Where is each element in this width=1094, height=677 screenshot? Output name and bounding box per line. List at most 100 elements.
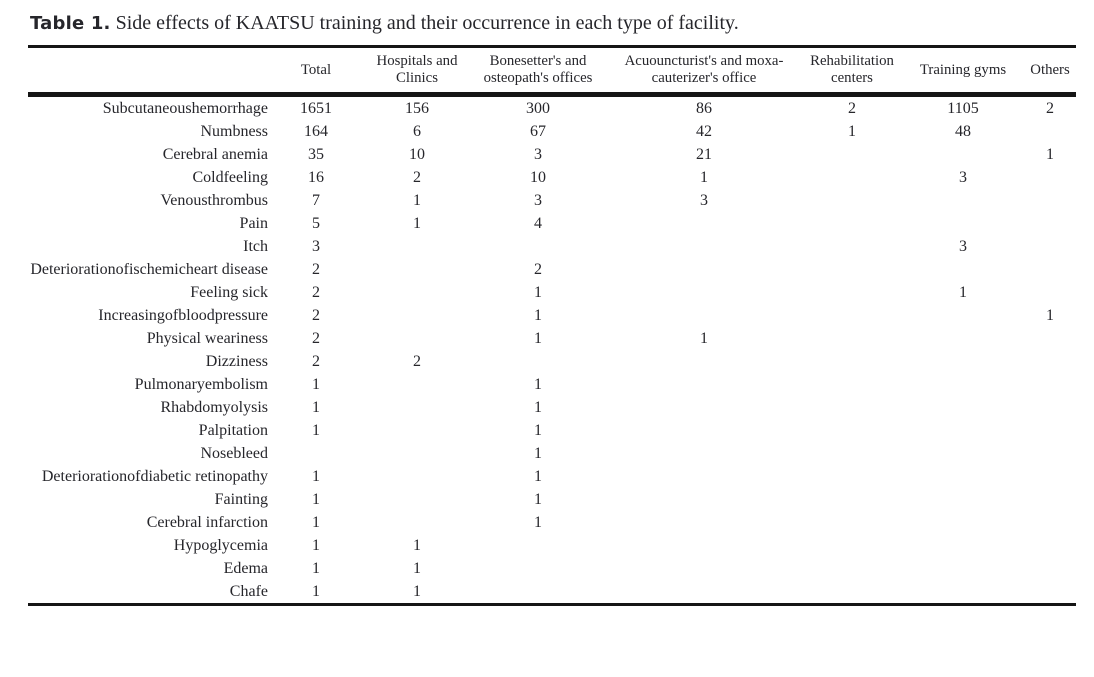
table-row: Deteriorationofdiabetic retinopathy 1 1	[28, 465, 1076, 488]
row-cell	[902, 396, 1024, 419]
row-cell: 3	[959, 168, 967, 186]
table-row: Cerebral infarction 1 1	[28, 511, 1076, 534]
row-cell: 16	[308, 168, 324, 186]
row-cell: 2	[312, 283, 320, 301]
row-cell: 48	[955, 122, 971, 140]
row-cell: 2	[534, 260, 542, 278]
row-cell	[902, 258, 1024, 281]
row-cell: 2	[413, 352, 421, 370]
row-cell	[1024, 580, 1076, 605]
row-label: Dizziness	[205, 352, 268, 370]
row-cell	[902, 373, 1024, 396]
row-label: Pain	[239, 214, 268, 232]
row-cell	[1024, 488, 1076, 511]
row-cell	[606, 350, 802, 373]
row-cell	[364, 442, 470, 465]
row-label: Itch	[243, 237, 268, 255]
row-cell: 67	[530, 122, 546, 140]
row-cell	[902, 488, 1024, 511]
column-header-total: Total	[268, 46, 364, 97]
row-cell: 1	[534, 513, 542, 531]
row-cell	[606, 304, 802, 327]
table-row: Venousthrombus 7 1 3 3	[28, 189, 1076, 212]
row-cell	[364, 488, 470, 511]
row-cell	[364, 235, 470, 258]
row-cell: 4	[534, 214, 542, 232]
row-cell: 1651	[300, 99, 332, 117]
row-cell	[268, 442, 364, 465]
row-label: Deteriorationofdiabetic retinopathy	[41, 467, 268, 485]
row-cell: 1	[534, 306, 542, 324]
table-row: Dizziness 2 2	[28, 350, 1076, 373]
row-cell	[1024, 465, 1076, 488]
row-cell	[902, 419, 1024, 442]
column-header-hospitals: Hospitals and Clinics	[364, 46, 470, 97]
row-cell	[1024, 419, 1076, 442]
table-row: Subcutaneoushemorrhage 1651 156 300 86 2…	[28, 95, 1076, 121]
row-cell: 3	[700, 191, 708, 209]
row-cell	[802, 281, 902, 304]
table-header-row: Total Hospitals and Clinics Bonesetter's…	[28, 46, 1076, 97]
table-row: Hypoglycemia 1 1	[28, 534, 1076, 557]
row-cell	[802, 373, 902, 396]
row-cell: 1	[700, 329, 708, 347]
row-label: Feeling sick	[190, 283, 268, 301]
table-row: Nosebleed 1	[28, 442, 1076, 465]
row-label: Pulmonaryembolism	[134, 375, 268, 393]
row-cell	[802, 350, 902, 373]
row-cell: 1	[534, 444, 542, 462]
row-cell: 2	[312, 260, 320, 278]
row-cell	[902, 327, 1024, 350]
table-row: Feeling sick 2 1 1	[28, 281, 1076, 304]
row-cell	[470, 580, 606, 605]
row-cell	[1024, 258, 1076, 281]
column-header-others: Others	[1024, 46, 1076, 97]
table-row: Pain 5 1 4	[28, 212, 1076, 235]
row-cell	[1024, 373, 1076, 396]
table-title: Table 1. Side effects of KAATSU training…	[30, 10, 1076, 37]
table-row: Rhabdomyolysis 1 1	[28, 396, 1076, 419]
row-cell	[802, 396, 902, 419]
row-cell	[364, 281, 470, 304]
row-cell	[470, 235, 606, 258]
table-row: Itch 3 3	[28, 235, 1076, 258]
row-label: Edema	[223, 559, 268, 577]
row-cell	[606, 557, 802, 580]
row-cell	[1024, 281, 1076, 304]
row-cell: 1	[413, 559, 421, 577]
row-cell	[1024, 534, 1076, 557]
row-label: Palpitation	[198, 421, 268, 439]
row-cell	[606, 465, 802, 488]
row-cell: 1	[413, 214, 421, 232]
table-row: Pulmonaryembolism 1 1	[28, 373, 1076, 396]
row-cell	[802, 258, 902, 281]
row-label: Fainting	[214, 490, 268, 508]
row-label: Rhabdomyolysis	[160, 398, 268, 416]
row-cell: 1	[534, 421, 542, 439]
row-cell: 3	[534, 191, 542, 209]
row-cell	[470, 557, 606, 580]
row-cell: 1	[312, 398, 320, 416]
row-cell: 5	[312, 214, 320, 232]
row-label: Hypoglycemia	[173, 536, 268, 554]
table-row: Edema 1 1	[28, 557, 1076, 580]
row-cell: 6	[413, 122, 421, 140]
table-row: Deteriorationofischemicheart disease 2 2	[28, 258, 1076, 281]
row-cell	[1024, 327, 1076, 350]
table-row: Fainting 1 1	[28, 488, 1076, 511]
row-cell	[902, 304, 1024, 327]
row-cell	[802, 534, 902, 557]
table-title-text: Side effects of KAATSU training and thei…	[115, 12, 739, 34]
row-cell: 1	[534, 467, 542, 485]
row-cell: 1105	[947, 99, 979, 117]
row-cell	[470, 534, 606, 557]
row-cell	[1024, 396, 1076, 419]
row-cell	[1024, 511, 1076, 534]
table-row: Palpitation 1 1	[28, 419, 1076, 442]
row-label: Cerebral infarction	[146, 513, 268, 531]
row-cell	[802, 235, 902, 258]
row-cell: 3	[312, 237, 320, 255]
row-cell	[606, 534, 802, 557]
row-cell	[802, 166, 902, 189]
